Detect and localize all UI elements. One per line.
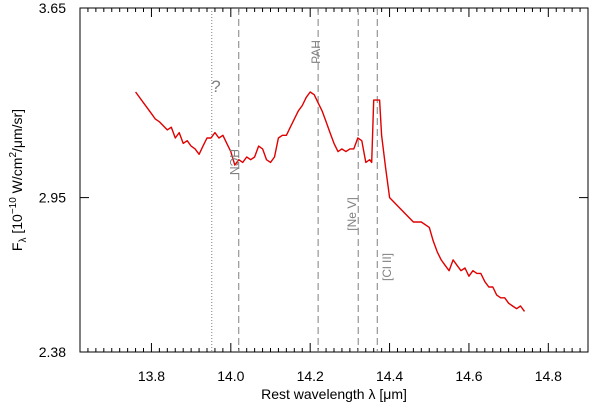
- y-label-post: /μm/sr]: [9, 109, 25, 152]
- y-label-exp2: 2: [8, 152, 19, 158]
- x-tick-label: 14.4: [376, 368, 403, 384]
- annotation-hcn: HCN: [227, 149, 241, 175]
- y-tick-labels: 2.38 2.95 3.65: [39, 0, 66, 360]
- y-label-pre: [10: [9, 214, 25, 238]
- plot-frame: [79, 7, 589, 353]
- y-tick-label: 2.95: [39, 190, 66, 206]
- y-label-sub: λ: [18, 238, 29, 243]
- x-tick-label: 14.2: [297, 368, 324, 384]
- annotation-cl-ii: [Cl II]: [380, 253, 394, 281]
- x-tick-label: 13.8: [138, 368, 165, 384]
- annotation-question: ?: [211, 77, 220, 96]
- x-tick-label: 14.6: [455, 368, 482, 384]
- x-axis-label: Rest wavelength λ [μm]: [261, 386, 407, 402]
- reference-lines: [211, 8, 378, 352]
- y-axis-label: Fλ [10−10 W/cm2/μm/sr]: [8, 109, 29, 251]
- spectrum-line: [135, 91, 526, 312]
- series-group: [135, 91, 526, 312]
- y-tick-label: 2.38: [39, 344, 66, 360]
- y-tick-label: 3.65: [39, 0, 66, 16]
- x-tick-labels: 13.8 14.0 14.2 14.4 14.6 14.8: [138, 368, 562, 384]
- y-label-base: F: [9, 243, 25, 252]
- axis-ticks: [79, 7, 589, 353]
- y-label-mid: W/cm: [9, 158, 25, 198]
- annotation-ne-v: [Ne V]: [345, 197, 359, 230]
- x-tick-label: 14.0: [217, 368, 244, 384]
- annotation-pah: PAH: [309, 40, 323, 64]
- x-tick-label: 14.8: [535, 368, 562, 384]
- y-label-exp1: −10: [8, 197, 19, 214]
